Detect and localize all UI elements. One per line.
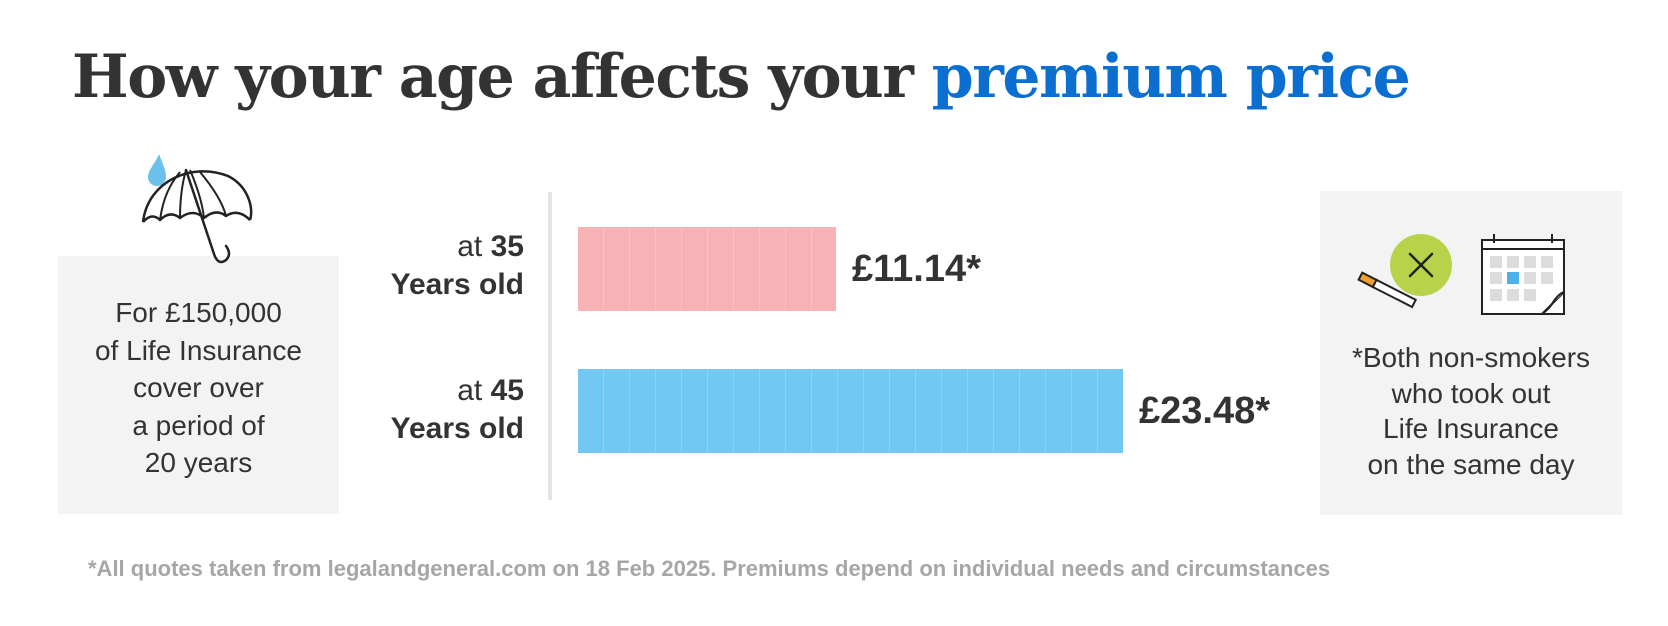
title-part-2-accent: premium price bbox=[931, 42, 1411, 112]
cover-line: For £150,000 bbox=[115, 297, 282, 328]
note-text: *Both non-smokers who took out Life Insu… bbox=[1320, 340, 1622, 482]
bar-value-label-35: £11.14* bbox=[852, 248, 981, 290]
bar-value-label-45: £23.48* bbox=[1139, 390, 1271, 432]
cover-details-text: For £150,000 of Life Insurance cover ove… bbox=[58, 294, 339, 482]
note-line: *Both non-smokers bbox=[1351, 342, 1591, 373]
note-box bbox=[1320, 191, 1622, 515]
no-smoking-x-icon bbox=[1390, 234, 1452, 296]
cover-line: of Life Insurance bbox=[94, 334, 303, 366]
row-prefix: at bbox=[457, 230, 483, 263]
page-title: How your age affects your premium price bbox=[72, 38, 1411, 116]
footnote: *All quotes taken from legalandgeneral.c… bbox=[88, 556, 1331, 581]
row-prefix: at bbox=[457, 374, 483, 407]
cover-line: 20 years bbox=[144, 447, 253, 478]
bar-age-35 bbox=[578, 227, 836, 311]
umbrella-icon bbox=[141, 154, 253, 264]
cigarette-icon bbox=[1357, 271, 1418, 309]
row-label-45: at 45 Years old bbox=[330, 372, 524, 448]
row-years: Years old bbox=[390, 268, 524, 301]
note-line: Life Insurance bbox=[1383, 413, 1559, 444]
bar-age-45 bbox=[578, 369, 1123, 453]
row-label-35: at 35 Years old bbox=[330, 228, 524, 304]
note-line: on the same day bbox=[1367, 448, 1575, 480]
cover-line: cover over bbox=[133, 372, 264, 403]
row-age: 35 bbox=[490, 230, 524, 263]
note-line: who took out bbox=[1391, 377, 1551, 409]
title-part-1: How your age affects your bbox=[72, 42, 914, 112]
calendar-icon bbox=[1481, 234, 1565, 315]
raindrop-icon bbox=[148, 154, 166, 186]
row-age: 45 bbox=[490, 374, 524, 407]
cover-details-box bbox=[58, 256, 339, 514]
cover-line: a period of bbox=[132, 409, 265, 441]
chart-axis-line bbox=[548, 192, 552, 500]
row-years: Years old bbox=[390, 412, 524, 445]
